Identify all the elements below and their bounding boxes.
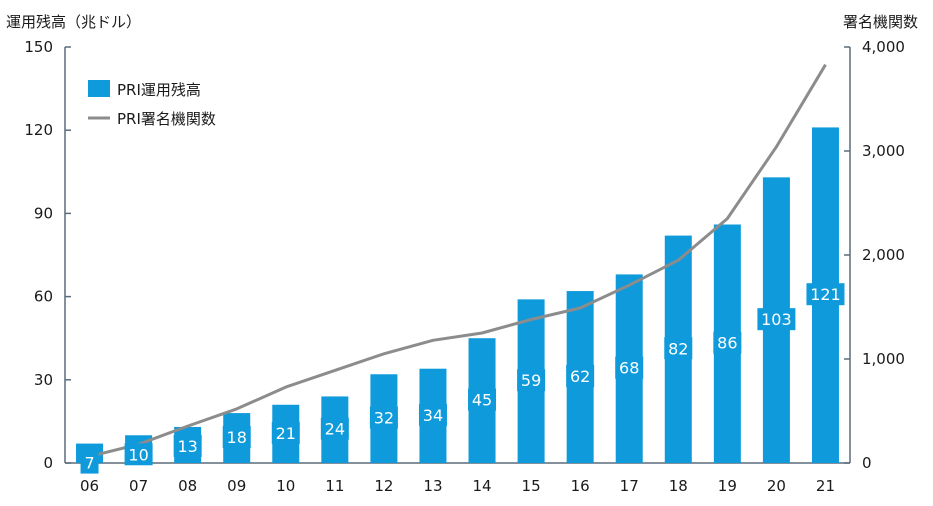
data-label-background (806, 283, 845, 306)
data-label-background (615, 356, 644, 379)
data-labels: 7 10 13 18 21 24 32 34 45 59 62 68 82 86 103 121 (80, 283, 845, 474)
legend-bar-swatch (88, 80, 110, 97)
data-label: 24 (325, 420, 345, 439)
x-axis-ticks: 06 07 08 09 10 11 12 13 14 15 16 17 18 19 20 21 (80, 477, 835, 495)
data-label: 62 (570, 367, 590, 386)
right-tick-label: 2,000 (862, 246, 905, 264)
data-label-background (757, 308, 796, 331)
data-label-background (418, 403, 447, 426)
data-label: 86 (717, 334, 737, 353)
data-label: 13 (177, 437, 197, 456)
right-tick-label: 3,000 (862, 142, 905, 160)
data-label: 59 (521, 371, 541, 390)
legend-label-bar: PRI運用残高 (117, 81, 201, 99)
left-tick-label: 30 (34, 371, 53, 389)
x-tick-label: 16 (571, 477, 590, 495)
x-tick-label: 20 (767, 477, 786, 495)
data-label: 21 (276, 424, 296, 443)
data-label: 68 (619, 359, 639, 378)
data-label-background (222, 426, 251, 449)
data-label: 7 (84, 454, 94, 473)
data-label: 34 (423, 406, 443, 425)
x-tick-label: 09 (227, 477, 246, 495)
data-label: 82 (668, 339, 688, 358)
data-label-background (271, 421, 300, 444)
x-tick-label: 07 (129, 477, 148, 495)
left-axis-title: 運用残高（兆ドル） (6, 13, 141, 31)
left-tick-label: 90 (34, 204, 53, 222)
data-label-background (468, 388, 497, 411)
legend: PRI運用残高 PRI署名機関数 (88, 80, 216, 128)
x-tick-label: 06 (80, 477, 99, 495)
x-tick-label: 18 (669, 477, 688, 495)
data-label-background (173, 434, 202, 457)
line-series (89, 63, 827, 458)
data-label-background (124, 443, 153, 466)
x-tick-label: 17 (620, 477, 639, 495)
data-label: 121 (810, 285, 841, 304)
data-label-background (713, 331, 742, 354)
x-tick-label: 10 (276, 477, 295, 495)
data-label: 18 (227, 428, 247, 447)
left-tick-label: 120 (24, 121, 53, 139)
right-axis-title: 署名機関数 (843, 13, 918, 31)
right-tick-label: 0 (862, 454, 872, 472)
data-label-background (566, 365, 595, 388)
data-label: 103 (761, 310, 792, 329)
bar-series (76, 127, 839, 463)
x-tick-label: 19 (718, 477, 737, 495)
x-tick-label: 13 (423, 477, 442, 495)
right-tick-label: 1,000 (862, 350, 905, 368)
data-label-background (80, 451, 99, 474)
data-label-background (320, 417, 349, 440)
right-tick-label: 4,000 (862, 38, 905, 56)
x-tick-label: 12 (374, 477, 393, 495)
data-label: 45 (472, 391, 492, 410)
x-tick-label: 21 (816, 477, 835, 495)
line-path (89, 63, 827, 458)
left-tick-label: 150 (24, 38, 53, 56)
data-label: 10 (128, 445, 148, 464)
left-tick-label: 0 (43, 454, 53, 472)
x-tick-label: 15 (522, 477, 541, 495)
data-label-background (664, 337, 693, 360)
x-tick-label: 08 (178, 477, 197, 495)
legend-label-line: PRI署名機関数 (117, 110, 216, 128)
data-label: 32 (374, 409, 394, 428)
left-tick-label: 60 (34, 288, 53, 306)
data-label-background (517, 369, 546, 392)
data-label-background (369, 406, 398, 429)
x-tick-label: 14 (472, 477, 491, 495)
x-tick-label: 11 (325, 477, 344, 495)
